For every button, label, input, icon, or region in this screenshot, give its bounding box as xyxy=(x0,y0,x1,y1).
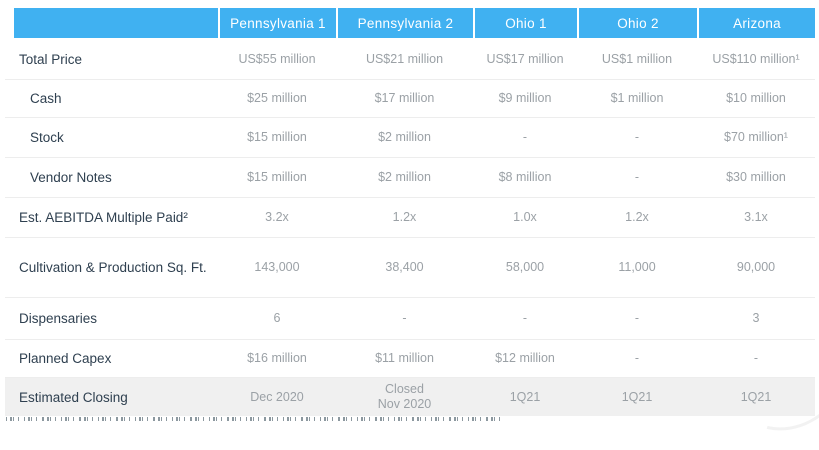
table-row: Stock $15 million $2 million - - $70 million¹ xyxy=(5,118,815,158)
cell-value: 1Q21 xyxy=(509,389,541,404)
cell-value: $25 million xyxy=(247,91,307,105)
cell-value: - xyxy=(753,351,759,365)
cell-value: - xyxy=(522,311,528,325)
cell-value: $17 million xyxy=(374,91,435,105)
cell-value: Dec 2020 xyxy=(250,389,304,404)
cell-value: US$21 million xyxy=(365,52,444,66)
cell-value: 58,000 xyxy=(505,260,545,274)
cell-value: - xyxy=(402,311,407,325)
cell-value: - xyxy=(522,130,528,144)
cell-value: $10 million xyxy=(726,91,786,105)
cell-value: $16 million xyxy=(247,351,307,365)
cell-value: 1.0x xyxy=(513,210,537,224)
cell-value: 90,000 xyxy=(736,260,776,274)
cell-value: $9 million xyxy=(498,91,552,105)
table-row: Estimated Closing Dec 2020 Closed Nov 2020… xyxy=(5,378,815,416)
row-label: Cultivation & Production Sq. Ft. xyxy=(19,260,207,275)
cell-value: - xyxy=(634,351,640,365)
cell-value: $11 million xyxy=(375,351,434,365)
cell-value: 1Q21 xyxy=(621,389,653,404)
cell-value: - xyxy=(634,311,640,325)
row-label: Vendor Notes xyxy=(30,170,112,185)
table-row: Planned Capex $16 million $11 million $12 m… xyxy=(5,340,815,378)
header-cell-pennsylvania-1: Pennsylvania 1 xyxy=(220,8,336,38)
header-cell-pennsylvania-2: Pennsylvania 2 xyxy=(338,8,473,38)
cell-value: 3.2x xyxy=(265,210,289,224)
row-label: Planned Capex xyxy=(19,351,112,366)
cell-value: 143,000 xyxy=(254,260,300,274)
cell-value: 1Q21 xyxy=(740,389,772,404)
cell-value: 1.2x xyxy=(392,210,417,224)
table-row: Est. AEBITDA Multiple Paid² 3.2x 1.2x 1.0x 1… xyxy=(5,198,815,238)
row-label: Estimated Closing xyxy=(19,389,128,405)
cell-value: 6 xyxy=(273,311,281,325)
header-cell-ohio-1: Ohio 1 xyxy=(475,8,577,38)
cell-value: US$17 million xyxy=(486,52,564,66)
cell-value: $1 million xyxy=(610,91,664,105)
cell-value: Closed Nov 2020 xyxy=(377,382,432,411)
table-row: Total Price US$55 million US$21 million US$… xyxy=(5,40,815,80)
cell-value: $8 million xyxy=(498,170,552,184)
cell-value: $2 million xyxy=(378,130,431,144)
cell-value: US$55 million xyxy=(238,52,316,66)
row-label: Total Price xyxy=(19,52,83,67)
cell-value: 3 xyxy=(752,311,760,325)
cell-value: US$110 million¹ xyxy=(712,52,800,66)
table-header-row: Pennsylvania 1 Pennsylvania 2 Ohio 1 Ohi… xyxy=(5,8,815,38)
cell-value: US$1 million xyxy=(601,52,673,66)
row-label: Est. AEBITDA Multiple Paid² xyxy=(19,210,188,225)
cell-value: 3.1x xyxy=(744,210,768,224)
header-cell-blank xyxy=(14,8,218,38)
table-row: Cash $25 million $17 million $9 million $1 m… xyxy=(5,80,815,118)
clipped-footnote-text xyxy=(6,417,504,421)
cell-value: 11,000 xyxy=(618,260,656,274)
acquisitions-table: Pennsylvania 1 Pennsylvania 2 Ohio 1 Ohi… xyxy=(5,8,815,416)
cell-value: 1.2x xyxy=(625,210,649,224)
header-cell-arizona: Arizona xyxy=(699,8,815,38)
table-row: Vendor Notes $15 million $2 million $8 mill… xyxy=(5,158,815,198)
cell-value: - xyxy=(634,130,640,144)
row-label: Stock xyxy=(30,130,64,145)
cell-value: $70 million¹ xyxy=(724,130,788,144)
cell-value: $15 million xyxy=(247,170,307,184)
cell-value: $15 million xyxy=(247,130,307,144)
header-cell-ohio-2: Ohio 2 xyxy=(579,8,697,38)
table-body: Total Price US$55 million US$21 million US$… xyxy=(5,40,815,416)
row-label: Cash xyxy=(30,91,62,106)
row-label: Dispensaries xyxy=(19,311,98,326)
table-row: Cultivation & Production Sq. Ft. 143,000 3… xyxy=(5,238,815,298)
table-row: Dispensaries 6 - - - 3 xyxy=(5,298,815,340)
cell-value: 38,400 xyxy=(385,260,424,274)
cell-value: - xyxy=(634,170,640,184)
cell-value: $30 million xyxy=(726,170,786,184)
cell-value: $12 million xyxy=(495,351,555,365)
cell-value: $2 million xyxy=(378,170,431,184)
